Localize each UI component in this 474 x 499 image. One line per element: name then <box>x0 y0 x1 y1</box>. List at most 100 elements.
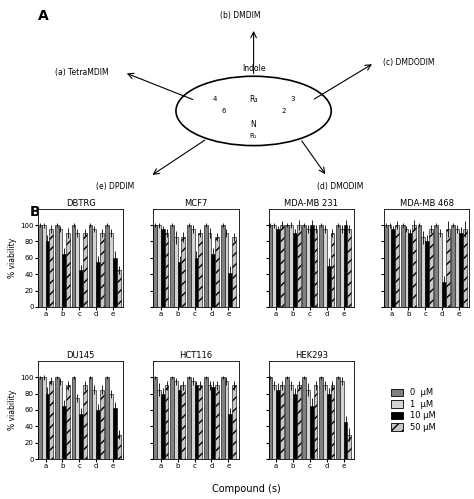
Title: MCF7: MCF7 <box>184 199 208 208</box>
Bar <box>75 398 79 459</box>
Bar <box>63 253 66 307</box>
Bar <box>153 377 157 459</box>
Bar <box>211 253 215 307</box>
Bar <box>96 410 100 459</box>
Bar <box>276 390 280 459</box>
Bar <box>336 225 340 307</box>
Bar <box>79 414 83 459</box>
Bar <box>293 233 297 307</box>
Bar <box>302 377 306 459</box>
Bar <box>408 233 412 307</box>
Bar <box>42 377 46 459</box>
Bar <box>164 233 168 307</box>
Bar <box>289 225 293 307</box>
Bar <box>442 282 446 307</box>
Bar <box>463 229 466 307</box>
Bar <box>187 377 191 459</box>
Title: DBTRG: DBTRG <box>66 199 95 208</box>
Bar <box>59 381 63 459</box>
Text: B: B <box>29 205 40 219</box>
Bar <box>215 238 219 307</box>
Title: MDA-MB 468: MDA-MB 468 <box>400 199 454 208</box>
Title: DU145: DU145 <box>66 351 95 360</box>
Bar <box>302 225 306 307</box>
Bar <box>55 377 59 459</box>
Text: R₃: R₃ <box>249 95 258 104</box>
Text: 6: 6 <box>221 108 226 114</box>
Bar <box>72 377 75 459</box>
Bar <box>89 377 92 459</box>
Bar <box>105 377 109 459</box>
Bar <box>89 225 92 307</box>
Bar <box>117 435 120 459</box>
Bar <box>314 229 318 307</box>
Bar <box>347 229 351 307</box>
Bar <box>451 225 455 307</box>
Bar <box>49 381 53 459</box>
Bar <box>344 422 347 459</box>
Bar <box>340 381 344 459</box>
Bar <box>109 233 113 307</box>
Bar <box>225 233 228 307</box>
Bar <box>178 262 182 307</box>
Bar <box>297 385 301 459</box>
Bar <box>100 390 104 459</box>
Bar <box>38 377 42 459</box>
Bar <box>404 229 408 307</box>
Bar <box>401 225 404 307</box>
Bar <box>63 406 66 459</box>
Bar <box>225 381 228 459</box>
Bar <box>170 225 174 307</box>
Bar <box>347 435 351 459</box>
Bar <box>276 229 280 307</box>
Text: R₁: R₁ <box>250 133 257 139</box>
Bar <box>174 238 178 307</box>
Bar <box>198 233 202 307</box>
Bar <box>92 229 96 307</box>
Circle shape <box>176 76 331 146</box>
Bar <box>204 377 208 459</box>
Bar <box>221 377 225 459</box>
Bar <box>280 225 284 307</box>
Bar <box>157 225 161 307</box>
Bar <box>191 381 194 459</box>
Bar <box>310 406 314 459</box>
Bar <box>327 266 330 307</box>
Bar <box>59 229 63 307</box>
Bar <box>327 394 330 459</box>
Bar <box>178 390 182 459</box>
Text: 3: 3 <box>290 96 295 102</box>
Bar <box>194 385 198 459</box>
Bar <box>46 394 49 459</box>
Bar <box>459 233 463 307</box>
Bar <box>269 377 273 459</box>
Bar <box>297 225 301 307</box>
Bar <box>182 238 185 307</box>
Bar <box>285 377 289 459</box>
Bar <box>293 394 297 459</box>
Bar <box>55 225 59 307</box>
Text: Indole: Indole <box>242 64 265 73</box>
Bar <box>455 229 459 307</box>
Bar <box>92 390 96 459</box>
Title: HEK293: HEK293 <box>295 351 328 360</box>
Bar <box>446 229 450 307</box>
Y-axis label: % viability: % viability <box>9 390 18 430</box>
Bar <box>425 242 429 307</box>
Bar <box>215 385 219 459</box>
Bar <box>418 225 421 307</box>
Bar <box>161 229 164 307</box>
Bar <box>319 225 323 307</box>
Bar <box>285 225 289 307</box>
Bar <box>164 385 168 459</box>
Bar <box>306 390 310 459</box>
Bar <box>83 385 87 459</box>
Bar <box>340 229 344 307</box>
Bar <box>79 270 83 307</box>
Text: Compound (s): Compound (s) <box>212 484 281 494</box>
Text: (b) DMDIM: (b) DMDIM <box>220 11 261 20</box>
Bar <box>113 408 117 459</box>
Bar <box>421 238 425 307</box>
Bar <box>388 225 392 307</box>
Bar <box>66 385 70 459</box>
